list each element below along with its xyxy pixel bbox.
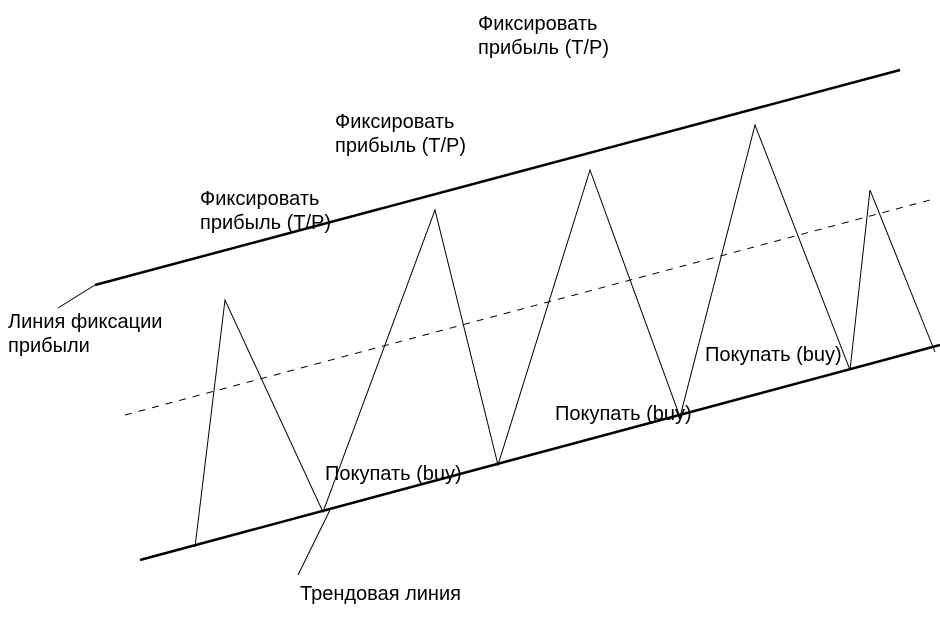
trend-line-label: Трендовая линия bbox=[300, 583, 461, 605]
buy2-label: Покупать (buy) bbox=[555, 403, 692, 425]
tp2-label: Фиксировать прибыль (T/P) bbox=[335, 111, 466, 157]
channel-lower-line bbox=[140, 345, 940, 560]
channel-upper-line bbox=[95, 70, 900, 285]
leader-lower bbox=[298, 510, 330, 575]
buy3-label: Покупать (buy) bbox=[705, 344, 842, 366]
tp3-label: Фиксировать прибыль (T/P) bbox=[478, 13, 609, 59]
buy1-label: Покупать (buy) bbox=[325, 463, 462, 485]
leader-upper bbox=[58, 285, 95, 308]
tp1-label: Фиксировать прибыль (T/P) bbox=[200, 188, 331, 234]
profit-fix-line-label: Линия фиксации прибыли bbox=[8, 311, 168, 357]
